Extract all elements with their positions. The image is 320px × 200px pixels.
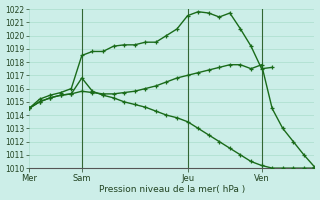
X-axis label: Pression niveau de la mer( hPa ): Pression niveau de la mer( hPa ) xyxy=(99,185,245,194)
